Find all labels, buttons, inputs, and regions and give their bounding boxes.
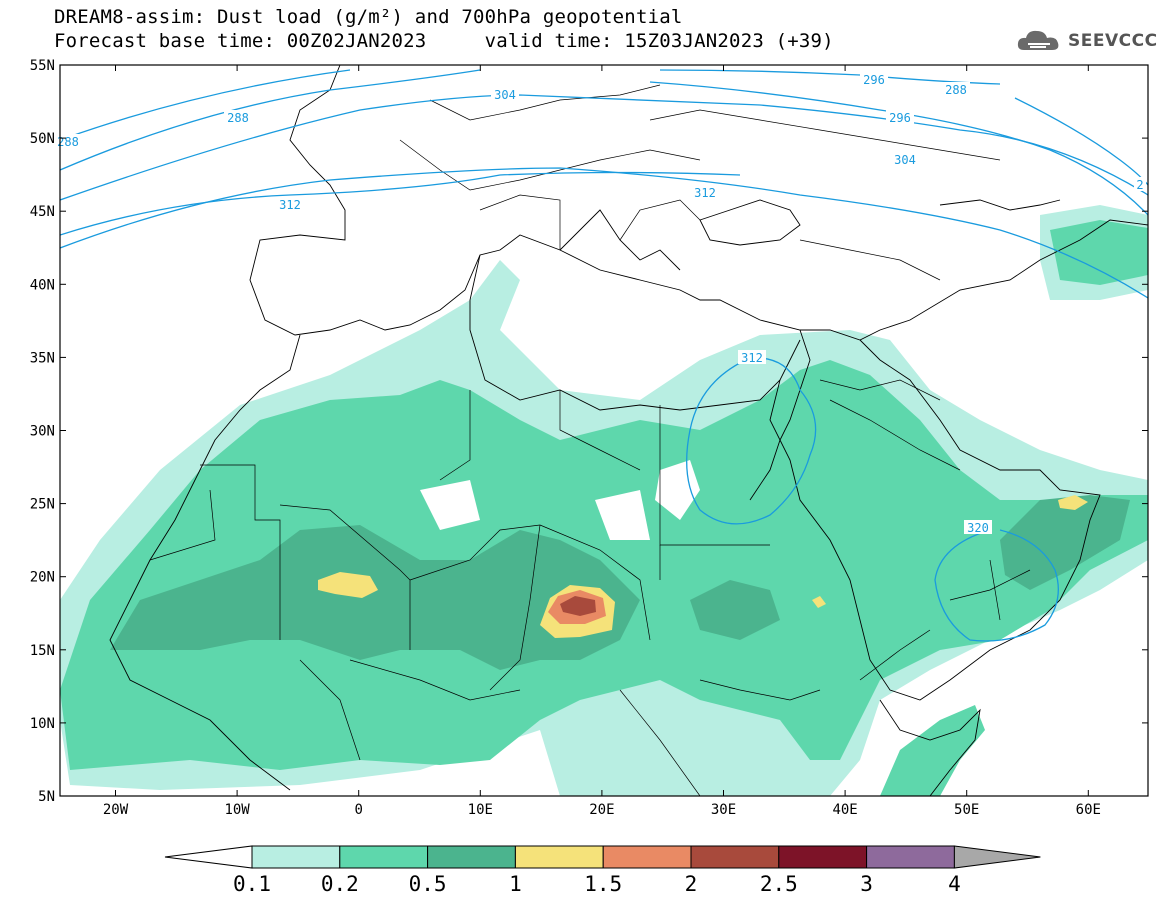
dust-band-0-5 (110, 525, 640, 670)
colorbar-swatch (778, 845, 868, 869)
contour-label-bg (738, 350, 766, 364)
dust-band-1-red-sea (812, 596, 826, 608)
dust-band-1-uae (1058, 495, 1088, 510)
lon-label: 50E (954, 802, 979, 818)
lat-label: 30N (30, 424, 55, 440)
lon-label: 0 (354, 802, 362, 818)
colorbar-label: 2 (685, 872, 698, 896)
dust-band-1 (318, 572, 378, 598)
borders (149, 84, 1031, 796)
colorbar-swatch (514, 845, 604, 869)
dust-band-0-5-oman (1000, 495, 1130, 590)
contour-label-bg (860, 72, 888, 86)
contour-label: 2 (1136, 178, 1143, 192)
lat-label: 10N (30, 716, 55, 732)
seevccc-logo: SEEVCCC (1016, 28, 1158, 54)
cloud-icon (1017, 30, 1059, 50)
colorbar-label: 0.2 (321, 872, 359, 896)
contour-label-bg (491, 87, 519, 101)
dust-band-0-2-horn (880, 705, 985, 796)
lat-label: 15N (30, 643, 55, 659)
lat-label: 45N (30, 204, 55, 220)
colorbar-label: 4 (948, 872, 961, 896)
contour-label-bg (224, 110, 252, 124)
dust-band-0-2-east (1050, 220, 1148, 285)
coastlines (109, 65, 1148, 796)
contour-label: 288 (227, 111, 249, 125)
colorbar-swatch (251, 845, 341, 869)
contour-label-bg (54, 134, 82, 148)
colorbar-arrow-right (953, 845, 1041, 869)
lon-label: 10W (224, 802, 250, 818)
colorbar-label: 1.5 (584, 872, 622, 896)
lon-label: 40E (832, 802, 857, 818)
lon-label: 60E (1076, 802, 1101, 818)
contour-label: 296 (889, 111, 911, 125)
contour-label: 304 (494, 88, 516, 102)
contour-label: 312 (694, 186, 716, 200)
map-title-line1: DREAM8-assim: Dust load (g/m²) and 700hP… (54, 6, 683, 28)
clear-algeria (420, 480, 480, 530)
contour-label-bg (942, 82, 970, 96)
dust-fields (60, 205, 1148, 796)
colorbar-label: 3 (860, 872, 873, 896)
colorbar-swatch (339, 845, 429, 869)
colorbar-arrow-left (164, 845, 253, 869)
map-title-line2: Forecast base time: 00Z02JAN2023 valid t… (54, 30, 834, 52)
geopotential-contours (60, 69, 1148, 642)
contour-label-bg (964, 520, 992, 534)
colorbar-swatch (427, 845, 516, 869)
contour-label: 312 (279, 198, 301, 212)
colorbar-swatch (690, 845, 780, 869)
lon-label: 20W (103, 802, 129, 818)
clear-egypt (655, 460, 700, 520)
contour-label-bg (276, 197, 304, 211)
contour-label: 296 (863, 73, 885, 87)
contour-label-bg (691, 185, 719, 199)
lat-label: 55N (30, 58, 55, 74)
lat-label: 5N (38, 789, 55, 805)
lon-label: 10E (468, 802, 493, 818)
logo-text: SEEVCCC (1068, 31, 1158, 51)
dust-band-2 (560, 596, 596, 616)
latitude-axis: 55N 50N 45N 40N 35N 30N 25N 20N 15N 10N 5N (30, 58, 1148, 805)
contour-label-bg (891, 152, 919, 166)
contour-label: 320 (967, 521, 989, 535)
colorbar-label: 0.5 (409, 872, 447, 896)
colorbar-label: 2.5 (760, 872, 798, 896)
lat-label: 50N (30, 131, 55, 147)
lat-label: 40N (30, 277, 55, 293)
lon-label: 30E (711, 802, 736, 818)
colorbar-label: 0.1 (233, 872, 271, 896)
contour-label: 312 (741, 351, 763, 365)
contour-label: 304 (894, 153, 916, 167)
colorbar-swatch (866, 845, 955, 869)
lat-label: 20N (30, 570, 55, 586)
dust-band-0-5-sahel (690, 580, 780, 640)
colorbar-swatch (602, 845, 692, 869)
contour-label-bg (886, 110, 914, 124)
contour-label: 288 (945, 83, 967, 97)
longitude-axis: 20W 10W 0 10E 20E 30E 40E 50E 60E (103, 65, 1101, 818)
lat-label: 25N (30, 497, 55, 513)
colorbar-label: 1 (509, 872, 522, 896)
colorbar: 0.1 0.2 0.5 1 1.5 2 2.5 3 4 (164, 845, 1041, 896)
lat-label: 35N (30, 350, 55, 366)
clear-libya (595, 490, 650, 540)
lon-label: 20E (589, 802, 614, 818)
contour-label-bg (1134, 177, 1146, 191)
